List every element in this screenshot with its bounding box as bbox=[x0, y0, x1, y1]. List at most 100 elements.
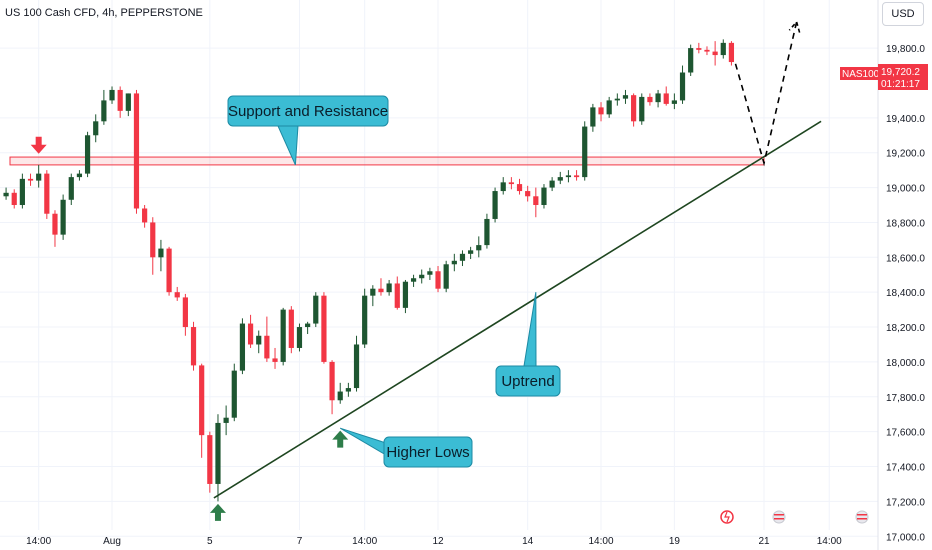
x-tick-label: 14 bbox=[522, 536, 534, 547]
candle-body bbox=[117, 89, 123, 111]
candle-body bbox=[182, 297, 188, 328]
candle-body bbox=[362, 295, 368, 345]
candle-body bbox=[199, 365, 205, 436]
candle-body bbox=[557, 177, 563, 181]
callout-label: Support and Resistance bbox=[228, 103, 388, 120]
candle-body bbox=[378, 288, 384, 293]
callout-pointer bbox=[523, 292, 537, 367]
candle-body bbox=[68, 177, 74, 200]
projection-path bbox=[734, 21, 798, 167]
callout-1: Uptrend bbox=[495, 292, 561, 397]
candle-body bbox=[19, 178, 25, 206]
y-tick-label: 19,000.0 bbox=[886, 184, 925, 195]
callout-label: Higher Lows bbox=[386, 444, 469, 461]
candle-body bbox=[370, 288, 376, 296]
time-axis[interactable]: 14:00 Aug 5 7 14:00 12 14 14:00 19 21 14:00 bbox=[26, 536, 842, 547]
uptrend-line bbox=[213, 120, 822, 499]
candle-body bbox=[239, 323, 246, 371]
dividend-icon[interactable] bbox=[720, 510, 734, 524]
candle-body bbox=[565, 175, 572, 178]
candle-body bbox=[468, 250, 474, 254]
x-tick-label: 19 bbox=[669, 536, 681, 547]
y-tick-label: 17,200.0 bbox=[886, 497, 925, 508]
candle-body bbox=[679, 72, 686, 101]
candle-body bbox=[712, 51, 718, 56]
candle-body bbox=[443, 264, 449, 289]
candle-body bbox=[541, 187, 547, 206]
candle-body bbox=[655, 93, 661, 103]
price-label: 19,720.2 bbox=[881, 67, 920, 78]
y-tick-label: 18,400.0 bbox=[886, 288, 925, 299]
chart-title: US 100 Cash CFD, 4h, PEPPERSTONE bbox=[5, 7, 203, 19]
annotation-callouts: Support and Resistance Uptrend Higher Lows bbox=[227, 95, 561, 468]
candle-body bbox=[484, 218, 490, 246]
candle-body bbox=[614, 98, 620, 101]
candle-body bbox=[190, 327, 197, 366]
callout-box bbox=[383, 436, 473, 468]
candle-body bbox=[500, 182, 506, 192]
y-tick-label: 17,400.0 bbox=[886, 463, 925, 474]
flag-stripe bbox=[857, 518, 867, 520]
candle-body bbox=[223, 417, 229, 423]
x-tick-label: 7 bbox=[297, 536, 303, 547]
candle-body bbox=[329, 361, 335, 401]
candle-body bbox=[60, 199, 66, 235]
candle-body bbox=[296, 327, 303, 348]
candle-body bbox=[492, 191, 498, 219]
countdown-label: 01:21:17 bbox=[881, 79, 920, 90]
candle-body bbox=[305, 323, 311, 328]
projection-arrowhead bbox=[788, 20, 801, 33]
callout-box bbox=[495, 365, 561, 397]
symbol-badge bbox=[840, 67, 878, 80]
candle-body bbox=[663, 93, 669, 104]
x-tick-label: 14:00 bbox=[352, 536, 377, 547]
candle-body bbox=[720, 42, 726, 56]
symbol-label: NAS100 bbox=[842, 69, 880, 80]
candle-body bbox=[696, 48, 702, 50]
candle-body bbox=[622, 95, 629, 99]
y-tick-label: 19,800.0 bbox=[886, 44, 925, 55]
up-arrow-icon bbox=[209, 503, 226, 521]
candle-body bbox=[435, 271, 441, 289]
candle-body bbox=[525, 191, 531, 197]
candle-body bbox=[158, 248, 164, 258]
candle-body bbox=[508, 182, 514, 185]
candle-body bbox=[728, 42, 735, 63]
candle-body bbox=[386, 283, 392, 293]
candle-body bbox=[101, 100, 107, 122]
callout-2: Higher Lows bbox=[339, 427, 473, 468]
y-tick-label: 18,800.0 bbox=[886, 218, 925, 229]
y-tick-label: 17,600.0 bbox=[886, 428, 925, 439]
candle-body bbox=[11, 192, 17, 206]
event-icons[interactable] bbox=[720, 510, 869, 524]
candle-body bbox=[321, 295, 327, 362]
current-price-badge: NAS100 19,720.2 01:21:17 bbox=[840, 64, 928, 90]
y-tick-label: 18,200.0 bbox=[886, 323, 925, 334]
x-tick-label: 5 bbox=[207, 536, 213, 547]
candle-body bbox=[313, 295, 319, 324]
y-tick-label: 18,000.0 bbox=[886, 358, 925, 369]
price-axis[interactable]: 17,000.0 17,200.0 17,400.0 17,600.0 17,800.0… bbox=[886, 44, 925, 543]
candle-body bbox=[27, 178, 34, 181]
signal-arrows bbox=[30, 136, 349, 521]
candle-body bbox=[549, 180, 555, 188]
candle-body bbox=[272, 358, 278, 362]
candle-body bbox=[337, 391, 343, 401]
x-tick-label: Aug bbox=[103, 536, 121, 547]
candle-body bbox=[247, 323, 254, 345]
currency-button[interactable]: USD bbox=[882, 2, 924, 26]
us-flag-icon[interactable] bbox=[855, 510, 869, 524]
candle-body bbox=[93, 121, 99, 136]
us-flag-icon[interactable] bbox=[772, 510, 786, 524]
candle-body bbox=[150, 222, 156, 258]
candlestick-series bbox=[3, 39, 735, 502]
down-arrow-icon bbox=[30, 136, 47, 154]
candle-body bbox=[394, 283, 400, 308]
x-tick-label: 12 bbox=[432, 536, 444, 547]
candle-body bbox=[516, 184, 523, 192]
x-tick-label: 14:00 bbox=[817, 536, 842, 547]
candle-body bbox=[704, 49, 710, 52]
candle-body bbox=[3, 192, 9, 197]
y-tick-label: 19,200.0 bbox=[886, 149, 925, 160]
